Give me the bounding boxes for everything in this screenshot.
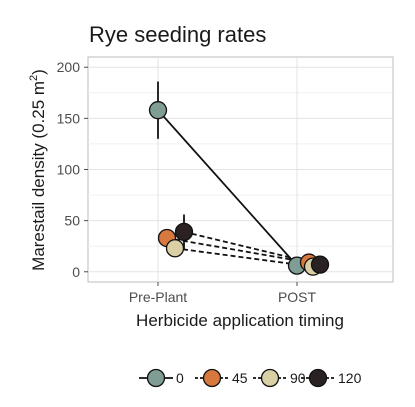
y-tick-label: 200 [57, 59, 81, 75]
x-axis-title: Herbicide application timing [136, 311, 344, 330]
legend-key-point-0 [146, 368, 166, 388]
y-axis-title-superscript: 2 [28, 75, 40, 81]
data-point-90 [165, 239, 185, 258]
legend-label-90: 90 [290, 370, 306, 386]
data-point-120 [174, 222, 194, 242]
chart-title: Rye seeding rates [89, 22, 266, 47]
x-tick-label: Pre-Plant [129, 289, 187, 305]
legend-label-45: 45 [232, 370, 248, 386]
data-point-120 [310, 255, 330, 274]
legend-label-0: 0 [176, 370, 184, 386]
y-tick-label: 150 [57, 110, 81, 126]
legend-key-point-45 [202, 368, 222, 388]
series-line-45 [166, 237, 310, 264]
y-ticks: 0 50 100 150 200 [57, 59, 88, 280]
data-points [148, 101, 330, 276]
y-tick-label: 0 [72, 264, 80, 280]
data-point-0 [148, 101, 168, 120]
y-axis-title-close: ) [29, 69, 48, 75]
x-tick-label: POST [278, 289, 317, 305]
legend-key-point-90 [260, 368, 280, 388]
legend: 0 45 90 120 [139, 368, 362, 388]
series-line-0 [157, 109, 298, 267]
legend-label-120: 120 [338, 370, 362, 386]
y-axis-title-main: Marestail density (0.25 m [29, 81, 48, 271]
y-tick-label: 50 [64, 213, 80, 229]
x-ticks: Pre-Plant POST [129, 282, 317, 305]
y-axis-title: Marestail density (0.25 m2) [28, 69, 48, 271]
y-tick-label: 100 [57, 162, 81, 178]
legend-key-point-120 [308, 368, 328, 388]
